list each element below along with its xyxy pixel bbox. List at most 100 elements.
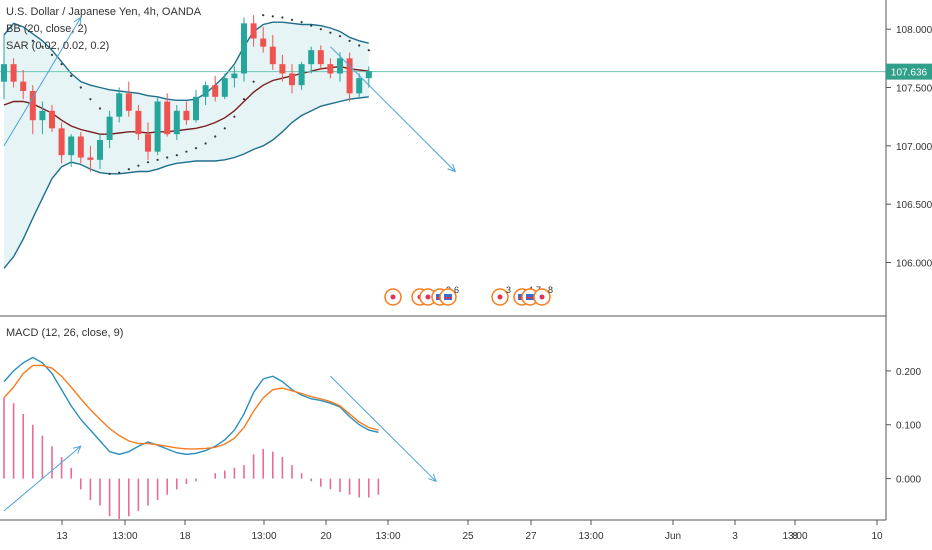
sar-dot bbox=[118, 171, 121, 174]
candle-body[interactable] bbox=[202, 85, 209, 97]
symbol-title[interactable]: U.S. Dollar / Japanese Yen, 4h, OANDA bbox=[6, 6, 202, 18]
candle-body[interactable] bbox=[49, 110, 55, 129]
trend-arrow-head bbox=[447, 163, 457, 173]
candle-body[interactable] bbox=[58, 128, 65, 156]
candle-body[interactable] bbox=[10, 64, 17, 82]
candle-body[interactable] bbox=[145, 134, 151, 152]
last-price-badge: 107.636 bbox=[886, 63, 932, 80]
candle-body[interactable] bbox=[260, 38, 267, 47]
candle-body[interactable] bbox=[231, 73, 238, 79]
candle-body[interactable] bbox=[87, 157, 94, 160]
sar-dot bbox=[338, 35, 342, 38]
price-tick-label: 108.000 bbox=[896, 25, 932, 36]
sar-dot bbox=[204, 142, 207, 145]
macd-trend-arrow[interactable] bbox=[330, 375, 437, 482]
event-label: 3 bbox=[506, 285, 511, 295]
candle-body[interactable] bbox=[135, 110, 142, 135]
candle-body[interactable] bbox=[1, 64, 7, 82]
time-tick-label: 27 bbox=[525, 531, 537, 542]
trend-line[interactable] bbox=[3, 17, 82, 147]
event-label: 8 bbox=[548, 285, 553, 295]
price-legend: U.S. Dollar / Japanese Yen, 4h, OANDA BB… bbox=[6, 4, 201, 55]
time-tick-label: 20 bbox=[320, 531, 332, 542]
macd-tick-label: 0.000 bbox=[896, 475, 921, 486]
trend-arrow[interactable] bbox=[330, 46, 456, 172]
macd-pane[interactable] bbox=[3, 356, 437, 519]
sar-dot bbox=[127, 168, 130, 171]
macd-trend-line-head bbox=[72, 445, 82, 454]
sar-dot bbox=[358, 44, 361, 47]
sar-dot bbox=[319, 28, 322, 31]
time-tick-label: 8 bbox=[792, 531, 798, 542]
sar-dot bbox=[290, 18, 294, 21]
candle-body[interactable] bbox=[356, 78, 363, 94]
sar-dot bbox=[41, 45, 44, 48]
sar-dot bbox=[223, 127, 226, 130]
candle-body[interactable] bbox=[106, 116, 113, 140]
candle-body[interactable] bbox=[39, 110, 46, 121]
signal-line[interactable] bbox=[3, 364, 379, 450]
event-dot bbox=[425, 294, 431, 300]
candle-body[interactable] bbox=[241, 23, 247, 74]
macd-line[interactable] bbox=[3, 356, 379, 456]
sar-dot bbox=[300, 21, 303, 24]
candle-body[interactable] bbox=[346, 58, 353, 94]
bb-indicator-label[interactable]: BB (20, close, 2) bbox=[6, 23, 88, 35]
sar-dot bbox=[166, 156, 169, 159]
candle-body[interactable] bbox=[317, 50, 324, 65]
bollinger-lower-line[interactable] bbox=[3, 96, 369, 269]
sar-dot bbox=[137, 164, 140, 167]
event-label: 6 bbox=[454, 285, 459, 295]
price-tick-label: 106.000 bbox=[896, 259, 932, 270]
candle-body[interactable] bbox=[125, 93, 132, 111]
price-tick-label: 106.500 bbox=[896, 200, 932, 211]
candle-body[interactable] bbox=[68, 136, 75, 156]
price-badge-text: 107.636 bbox=[891, 68, 928, 79]
sar-dot bbox=[281, 16, 284, 19]
sar-dot bbox=[329, 31, 332, 34]
macd-tick-label: 0.100 bbox=[896, 421, 921, 432]
candle-body[interactable] bbox=[77, 136, 84, 158]
price-tick-label: 107.000 bbox=[896, 142, 932, 153]
candle-body[interactable] bbox=[250, 23, 257, 39]
sar-dot bbox=[262, 14, 265, 17]
candle-body[interactable] bbox=[289, 73, 295, 86]
sar-dot bbox=[367, 49, 370, 52]
macd-indicator-label[interactable]: MACD (12, 26, close, 9) bbox=[6, 327, 124, 339]
sar-dot bbox=[98, 107, 102, 110]
candle-body[interactable] bbox=[279, 64, 286, 74]
candle-body[interactable] bbox=[116, 93, 123, 117]
candle-body[interactable] bbox=[337, 58, 343, 74]
time-tick-label: 13:00 bbox=[578, 531, 603, 542]
candle-body[interactable] bbox=[29, 91, 36, 121]
bollinger-upper-line[interactable] bbox=[3, 21, 369, 102]
candle-body[interactable] bbox=[269, 46, 276, 65]
sar-dot bbox=[70, 74, 73, 77]
sar-indicator-label[interactable]: SAR (0.02, 0.02, 0.2) bbox=[6, 40, 110, 52]
candle-body[interactable] bbox=[154, 101, 161, 152]
time-tick-label: 13:00 bbox=[782, 531, 807, 542]
candle-body[interactable] bbox=[183, 110, 190, 121]
flag-icon-stripe bbox=[444, 297, 452, 299]
event-dot bbox=[390, 294, 396, 300]
price-badge-background bbox=[886, 63, 932, 80]
candle-body[interactable] bbox=[365, 71, 372, 79]
candle-body[interactable] bbox=[164, 101, 171, 135]
candle-body[interactable] bbox=[221, 78, 228, 97]
sar-dot bbox=[310, 24, 313, 27]
candle-body[interactable] bbox=[173, 110, 180, 135]
candle-body[interactable] bbox=[97, 140, 103, 160]
sar-dot bbox=[214, 135, 217, 138]
candle-body[interactable] bbox=[212, 85, 219, 97]
candle-body[interactable] bbox=[308, 50, 315, 65]
macd-legend: MACD (12, 26, close, 9) bbox=[6, 325, 123, 342]
candle-body[interactable] bbox=[193, 96, 199, 121]
candle-body[interactable] bbox=[298, 64, 305, 86]
candle-body[interactable] bbox=[20, 81, 27, 91]
sar-dot bbox=[242, 98, 246, 101]
candle-body[interactable] bbox=[327, 64, 334, 74]
price-pane[interactable]: 263478 bbox=[0, 14, 886, 306]
sar-dot bbox=[271, 15, 274, 18]
macd-trend-line[interactable] bbox=[3, 445, 82, 512]
